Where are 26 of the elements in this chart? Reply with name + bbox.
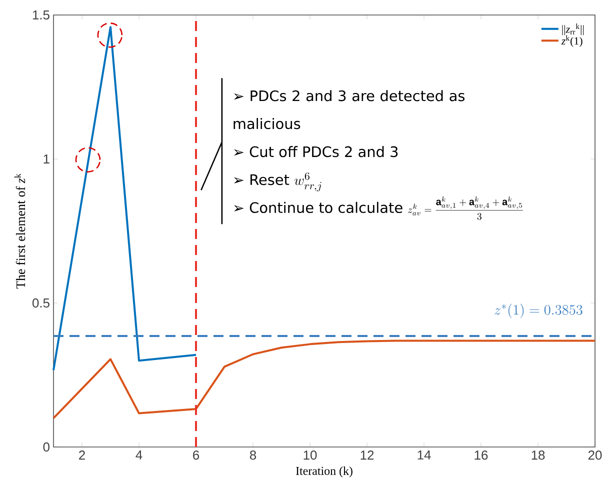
x-tick-label: 8	[250, 450, 256, 460]
y-tick-label: 0	[43, 442, 50, 452]
y-axis-title: The first element of z$^{k}$	[14, 174, 26, 289]
x-tick-label: 14	[418, 450, 431, 460]
annotation: $z_{av}^{k}=\frac{\mathbf{a}_{av,1}^{k}+\mathbf{a}_{av,4}^{k}+\mathbf{a}_{av,5}^{k}}{3}$	[408, 196, 523, 220]
annotation: ➢ Cut off PDCs 2 and 3	[234, 146, 398, 158]
annotation: ➢ Reset	[234, 174, 290, 186]
y-tick-label: 1.5	[32, 10, 50, 20]
x-tick-label: 20	[588, 450, 602, 460]
y-tick-label: 0.5	[32, 298, 50, 308]
x-tick-label: 2	[79, 450, 85, 460]
x-axis-title: Iteration (k)	[296, 466, 352, 478]
x-tick-label: 6	[193, 450, 200, 460]
legend-label: ||z$_{rr}$$^{k}$||	[562, 23, 584, 36]
line-series	[52, 26, 197, 372]
x-tick-label: 12	[360, 450, 374, 460]
annotation: ➢ PDCs 2 and 3 are detected as malicious	[234, 90, 465, 130]
x-tick-label: 18	[532, 450, 545, 460]
x-tick-label: 16	[474, 450, 488, 460]
x-tick-label: 4	[136, 450, 142, 460]
legend-label: z$^{k}$(1)	[561, 35, 582, 47]
annotation: ➢ Continue to calculate	[234, 202, 402, 214]
y-tick-label: 1	[44, 154, 50, 164]
x-tick-label: 10	[304, 450, 317, 460]
ref-line-label: $z^{*}(1)=0.3853$	[494, 304, 582, 318]
annotation: $w_{rr,j}^{6}$	[294, 172, 322, 192]
